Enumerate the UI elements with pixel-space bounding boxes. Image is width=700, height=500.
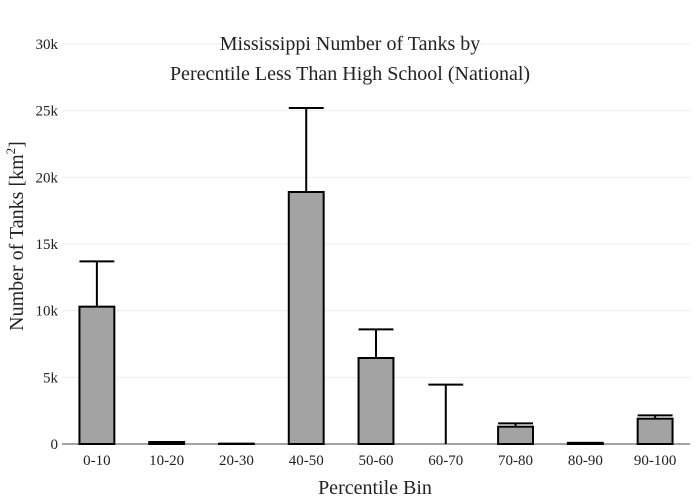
gridlines xyxy=(62,43,690,445)
error-bar-70-80 xyxy=(498,422,533,427)
error-bars xyxy=(79,107,673,445)
x-tick-label: 90-100 xyxy=(634,453,677,469)
x-tick-label: 50-60 xyxy=(359,453,394,469)
error-bar-50-60 xyxy=(358,328,394,358)
bar-50-60 xyxy=(357,357,395,445)
y-tick-label: 5k xyxy=(43,370,59,386)
error-bar-90-100 xyxy=(637,414,673,419)
x-tick-label: 0-10 xyxy=(83,453,111,469)
y-tick-label: 15k xyxy=(36,237,59,253)
y-axis-title-main: Number of Tanks [km xyxy=(6,154,28,331)
error-bar-0-10 xyxy=(79,260,115,307)
bar-0-10 xyxy=(78,305,116,445)
y-tick-label: 10k xyxy=(36,304,59,320)
y-axis-title-end: ] xyxy=(6,141,28,148)
chart-title-line-1: Mississippi Number of Tanks by xyxy=(220,33,480,55)
x-tick-label: 20-30 xyxy=(219,453,254,469)
x-tick-label: 10-20 xyxy=(149,453,184,469)
error-bar-40-50 xyxy=(288,107,324,192)
x-tick-label: 40-50 xyxy=(289,453,324,469)
bar-90-100 xyxy=(636,417,674,445)
bar-40-50 xyxy=(287,191,325,445)
bars xyxy=(78,191,674,446)
x-axis-ticks: 0-10 10-20 20-30 40-50 50-60 60-70 70-80 80-90 9… xyxy=(83,453,676,469)
y-tick-label: 25k xyxy=(36,104,59,120)
x-tick-label: 80-90 xyxy=(568,453,603,469)
bar-70-80 xyxy=(497,425,535,445)
x-axis-title: Percentile Bin xyxy=(318,477,432,499)
y-tick-label: 0 xyxy=(51,437,59,453)
y-axis-title-superscript: 2 xyxy=(3,148,18,155)
error-bar-60-70 xyxy=(428,383,464,444)
y-tick-label: 20k xyxy=(36,170,59,186)
x-tick-label: 60-70 xyxy=(428,453,463,469)
y-axis-title: Number of Tanks [km2] xyxy=(3,141,28,331)
chart-title-line-2: Perecntile Less Than High School (Nation… xyxy=(170,63,530,85)
y-tick-label: 30k xyxy=(36,37,59,53)
y-axis-ticks: 0 5k 10k 15k 20k 25k 30k xyxy=(36,37,59,453)
x-tick-label: 70-80 xyxy=(498,453,533,469)
